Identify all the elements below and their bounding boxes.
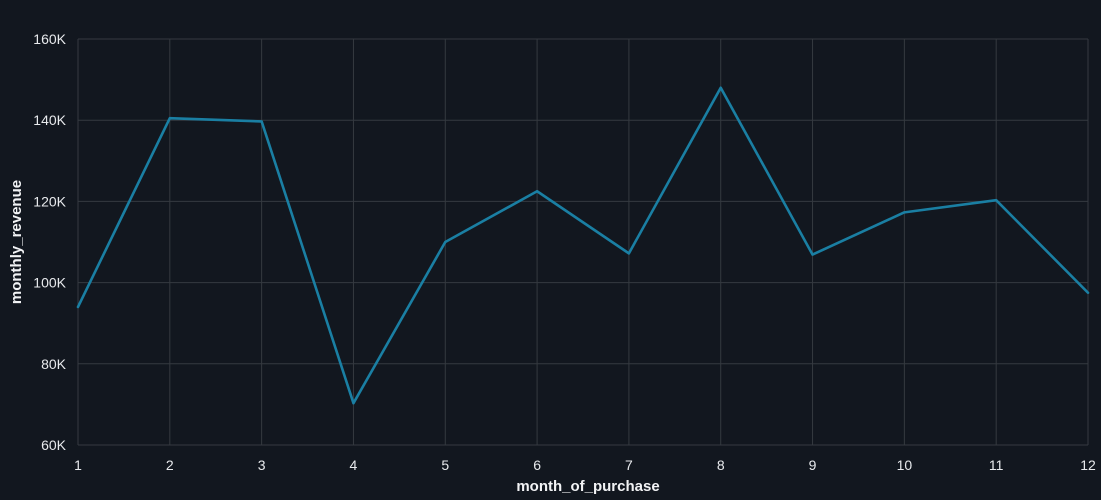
- series-line: [76, 86, 1090, 405]
- x-axis-title: month_of_purchase: [516, 478, 659, 495]
- y-tick-label: 80K: [41, 356, 67, 372]
- x-tick-label: 10: [897, 457, 913, 473]
- x-tick-label: 8: [717, 457, 725, 473]
- y-tick-label: 160K: [33, 31, 66, 47]
- x-tick-label: 6: [533, 457, 541, 473]
- x-tick-label: 1: [74, 457, 82, 473]
- x-tick-label: 12: [1080, 457, 1096, 473]
- y-gridlines: [78, 38, 1088, 446]
- series-layer: [76, 86, 1090, 405]
- x-tick-label: 5: [441, 457, 449, 473]
- x-tick-label: 2: [166, 457, 174, 473]
- x-tick-label: 7: [625, 457, 633, 473]
- x-tick-label: 9: [809, 457, 817, 473]
- y-tick-label: 120K: [33, 193, 66, 209]
- y-tick-label: 100K: [33, 275, 66, 291]
- x-gridlines: [77, 39, 1089, 445]
- x-tick-label: 4: [350, 457, 358, 473]
- y-tick-label: 140K: [33, 112, 66, 128]
- x-tick-label: 3: [258, 457, 266, 473]
- x-tick-label: 11: [989, 457, 1004, 473]
- y-tick-label: 60K: [41, 437, 67, 453]
- y-axis-title: monthly_revenue: [8, 180, 25, 304]
- y-tick-labels: 60K 80K 100K 120K 140K 160K: [33, 31, 66, 453]
- x-tick-labels: 1 2 3 4 5 6 7 8 9 10 11 12: [74, 457, 1096, 473]
